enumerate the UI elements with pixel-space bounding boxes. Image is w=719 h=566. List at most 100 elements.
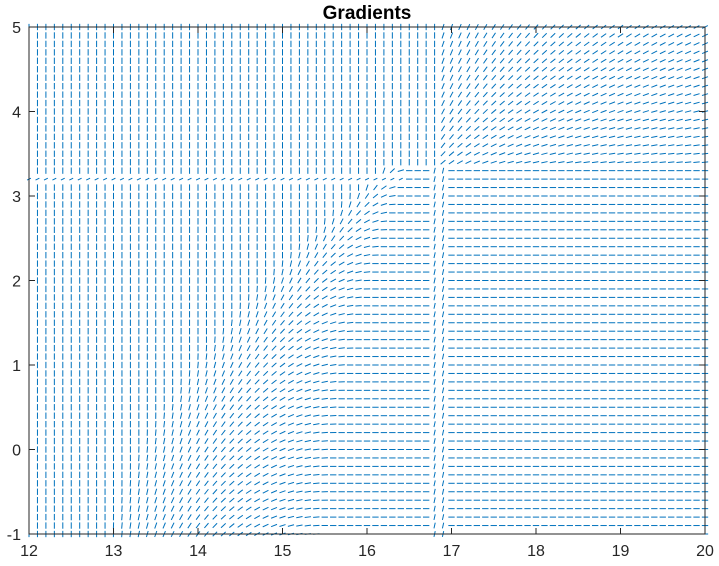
quiver-arrow bbox=[617, 67, 624, 72]
quiver-arrow bbox=[204, 488, 209, 495]
quiver-arrow bbox=[592, 58, 599, 63]
quiver-arrow bbox=[617, 84, 624, 88]
quiver-arrow bbox=[204, 429, 209, 436]
quiver-arrow bbox=[441, 235, 445, 242]
x-tick-label: 13 bbox=[105, 543, 123, 560]
quiver-arrow bbox=[625, 135, 633, 139]
quiver-arrow bbox=[482, 108, 488, 115]
quiver-arrow bbox=[600, 84, 607, 88]
quiver-arrow bbox=[347, 218, 353, 225]
quiver-arrow bbox=[170, 480, 175, 487]
quiver-arrow bbox=[608, 75, 616, 80]
quiver-arrow bbox=[332, 209, 334, 217]
quiver-arrow bbox=[296, 371, 303, 376]
quiver-arrow bbox=[187, 429, 192, 436]
quiver-arrow bbox=[617, 161, 624, 164]
quiver-arrow bbox=[441, 395, 445, 402]
quiver-arrow bbox=[270, 523, 278, 528]
quiver-arrow bbox=[583, 50, 590, 55]
quiver-arrow bbox=[229, 421, 235, 427]
quiver-arrow bbox=[347, 177, 353, 181]
quiver-arrow bbox=[313, 372, 320, 375]
quiver-arrow bbox=[212, 489, 218, 495]
quiver-arrow bbox=[296, 294, 302, 301]
quiver-arrow bbox=[270, 464, 278, 469]
quiver-arrow bbox=[213, 370, 217, 377]
quiver-arrow bbox=[254, 404, 260, 410]
quiver-arrow bbox=[52, 177, 57, 181]
quiver-arrow bbox=[263, 336, 268, 343]
quiver-arrow bbox=[187, 446, 192, 453]
quiver-arrow bbox=[279, 464, 286, 469]
quiver-arrow bbox=[608, 161, 616, 164]
quiver-arrow bbox=[279, 354, 286, 359]
quiver-arrow bbox=[187, 471, 192, 478]
quiver-arrow bbox=[229, 463, 235, 469]
quiver-arrow bbox=[237, 413, 243, 419]
quiver-arrow bbox=[532, 161, 540, 164]
quiver-arrow bbox=[659, 110, 666, 113]
quiver-arrow bbox=[246, 345, 251, 352]
quiver-arrow bbox=[129, 505, 132, 512]
quiver-arrow bbox=[508, 66, 514, 72]
y-tick-label: 4 bbox=[12, 105, 21, 122]
quiver-arrow bbox=[331, 226, 336, 233]
quiver-arrow bbox=[237, 387, 243, 394]
quiver-arrow bbox=[137, 496, 140, 504]
quiver-arrow bbox=[440, 151, 446, 157]
quiver-arrow bbox=[566, 144, 573, 147]
quiver-arrow bbox=[363, 254, 371, 257]
quiver-arrow bbox=[507, 83, 514, 89]
quiver-arrow bbox=[625, 41, 632, 46]
quiver-arrow bbox=[321, 303, 328, 308]
quiver-arrows bbox=[26, 23, 709, 538]
quiver-arrow bbox=[457, 151, 463, 156]
quiver-arrow bbox=[533, 100, 539, 106]
quiver-arrow bbox=[331, 177, 336, 181]
quiver-arrow bbox=[441, 319, 445, 326]
quiver-arrow bbox=[287, 379, 294, 384]
quiver-arrow bbox=[246, 362, 251, 368]
quiver-arrow bbox=[651, 110, 658, 113]
quiver-arrow bbox=[296, 346, 303, 351]
quiver-arrow bbox=[541, 135, 548, 139]
quiver-arrow bbox=[221, 404, 226, 411]
quiver-arrow bbox=[491, 41, 496, 47]
quiver-arrow bbox=[592, 33, 598, 38]
quiver-arrow bbox=[380, 211, 388, 214]
quiver-arrow bbox=[254, 379, 260, 385]
quiver-arrow bbox=[162, 513, 166, 521]
quiver-arrow bbox=[146, 471, 149, 479]
quiver-arrow bbox=[321, 295, 328, 300]
quiver-arrow bbox=[651, 101, 658, 105]
quiver-arrow bbox=[179, 514, 184, 521]
quiver-arrow bbox=[668, 76, 675, 80]
quiver-arrow bbox=[441, 108, 445, 115]
quiver-arrow bbox=[179, 420, 183, 428]
quiver-arrow bbox=[634, 58, 641, 63]
quiver-arrow bbox=[287, 481, 295, 485]
quiver-arrow bbox=[346, 296, 354, 299]
quiver-arrow bbox=[441, 497, 445, 504]
quiver-arrow bbox=[313, 295, 320, 300]
quiver-arrow bbox=[609, 41, 615, 47]
quiver-arrow bbox=[380, 203, 388, 206]
quiver-arrow bbox=[474, 83, 480, 89]
quiver-arrow bbox=[651, 93, 658, 97]
quiver-arrow bbox=[262, 506, 269, 511]
quiver-arrow bbox=[499, 126, 506, 131]
quiver-arrow bbox=[296, 422, 303, 426]
quiver-arrow bbox=[279, 498, 286, 502]
quiver-arrow bbox=[592, 67, 599, 72]
quiver-arrow bbox=[617, 101, 624, 105]
quiver-arrow bbox=[287, 524, 295, 527]
quiver-arrow bbox=[238, 370, 243, 377]
quiver-arrow bbox=[693, 135, 700, 138]
quiver-arrow bbox=[433, 522, 436, 529]
quiver-arrow bbox=[441, 454, 445, 461]
quiver-arrow bbox=[163, 437, 166, 445]
quiver-arrow bbox=[94, 177, 99, 181]
quiver-arrow bbox=[121, 522, 123, 529]
quiver-arrow bbox=[667, 144, 675, 147]
quiver-arrow bbox=[583, 144, 590, 147]
